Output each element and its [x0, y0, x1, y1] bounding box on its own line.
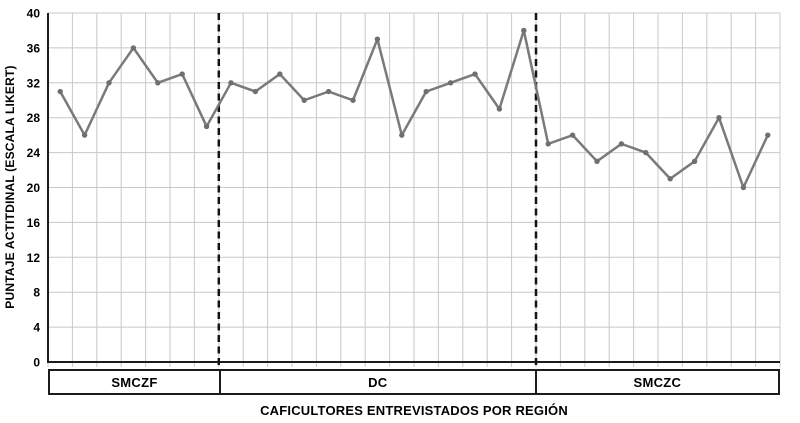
- data-point-marker: [716, 115, 722, 121]
- data-point-marker: [521, 27, 527, 34]
- data-point-marker: [81, 132, 88, 138]
- data-point-marker: [472, 71, 478, 77]
- data-point-marker: [496, 106, 503, 112]
- axis-layer: 0 4 8 12 16 20 24 28 32 36 40: [27, 7, 780, 370]
- data-point-marker: [350, 97, 356, 103]
- y-tick-label: 12: [27, 251, 41, 265]
- data-point-marker: [374, 36, 381, 42]
- y-tick-label: 36: [27, 41, 41, 55]
- data-point-marker: [569, 132, 576, 138]
- data-point-marker: [447, 80, 454, 86]
- grid-layer: [47, 12, 781, 367]
- data-point-marker: [252, 88, 259, 95]
- data-point-marker: [203, 123, 210, 130]
- y-tick-label: 0: [33, 356, 40, 370]
- data-point-marker: [130, 45, 137, 51]
- y-tick-label: 28: [27, 111, 41, 125]
- region-band: SMCZF DC SMCZC: [48, 369, 780, 395]
- x-axis-title: CAFICULTORES ENTREVISTADOS POR REGIÓN: [260, 403, 568, 418]
- data-point-marker: [423, 88, 429, 95]
- series-line: [58, 29, 770, 189]
- data-point-marker: [57, 88, 63, 95]
- data-point-marker: [277, 71, 283, 77]
- region-label-smczf: SMCZF: [111, 374, 158, 390]
- y-tick-label: 4: [33, 321, 40, 335]
- region-label-smczc: SMCZC: [534, 371, 778, 393]
- data-point-marker: [545, 141, 551, 147]
- y-tick-label: 32: [27, 76, 41, 90]
- series-layer: [57, 27, 771, 191]
- region-label-dc: DC: [218, 371, 535, 393]
- y-tick-label: 24: [27, 146, 41, 160]
- data-point-marker: [691, 158, 698, 165]
- data-point-marker: [155, 80, 161, 86]
- data-point-marker: [228, 80, 234, 86]
- data-point-marker: [643, 149, 649, 156]
- data-point-marker: [325, 88, 332, 95]
- data-point-marker: [594, 158, 600, 165]
- y-tick-label: 16: [27, 216, 41, 230]
- data-point-marker: [179, 71, 185, 77]
- y-tick-label: 40: [27, 7, 41, 21]
- y-tick-label: 8: [33, 286, 40, 300]
- data-point-marker: [618, 141, 625, 147]
- data-point-marker: [399, 132, 405, 138]
- data-point-marker: [667, 176, 673, 182]
- data-point-marker: [301, 97, 307, 103]
- data-point-marker: [765, 132, 771, 138]
- y-axis-title: PUNTAJE ACTITDINAL (ESCALA LIKERT): [3, 65, 17, 308]
- plot-area: 0 4 8 12 16 20 24 28 32 36 40 PUNTAJE ACTITDINAL (…: [3, 7, 781, 370]
- data-point-marker: [740, 184, 747, 191]
- y-tick-label: 20: [27, 181, 41, 195]
- data-point-marker: [106, 80, 112, 86]
